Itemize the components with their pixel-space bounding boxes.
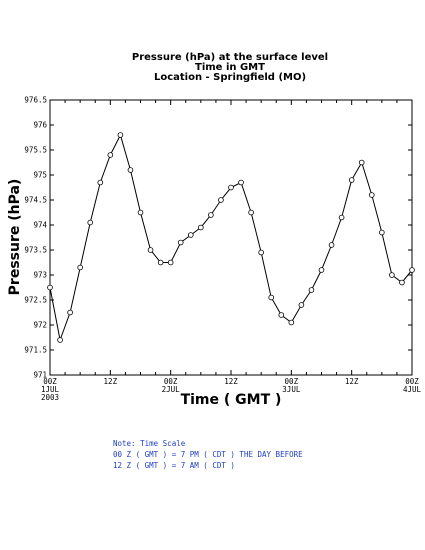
data-point [338, 214, 345, 221]
data-point [198, 224, 204, 231]
data-point [137, 209, 144, 216]
data-point [77, 264, 83, 271]
data-point [328, 242, 335, 248]
data-point [177, 239, 184, 246]
x-tick-date-label: 3JUL [282, 385, 301, 394]
data-point [117, 132, 124, 138]
data-point [228, 184, 234, 191]
chart-title-line-2: Time in GMT [195, 62, 265, 73]
data-point [268, 294, 275, 301]
data-point [379, 229, 385, 236]
x-tick-label: 00Z [285, 377, 299, 386]
data-point [389, 272, 395, 278]
x-tick-label: 12Z [224, 377, 238, 386]
data-point [167, 259, 174, 266]
x-tick-date-label: 2JUL [162, 385, 181, 394]
x-tick-label: 00Z [43, 377, 57, 386]
data-point [399, 279, 405, 286]
y-tick-label: 972.5 [24, 296, 47, 305]
data-point [67, 309, 73, 316]
data-point [57, 337, 63, 343]
time-scale-note-12z: 12 Z ( GMT ) = 7 AM ( CDT ) [113, 461, 235, 470]
time-scale-note-00z: 00 Z ( GMT ) = 7 PM ( CDT ) THE DAY BEFO… [113, 450, 303, 459]
series-line [49, 133, 413, 342]
y-tick-label: 973 [33, 271, 47, 280]
y-tick-label: 976.5 [24, 96, 47, 105]
pressure-series [47, 132, 415, 343]
time-scale-note-title: Note: Time Scale [113, 439, 186, 448]
data-point [157, 259, 164, 266]
data-point [107, 152, 114, 158]
data-point [298, 302, 305, 308]
y-tick-label: 976 [33, 121, 47, 130]
data-point [258, 249, 264, 256]
data-point [87, 219, 94, 226]
y-tick-label: 974 [33, 221, 47, 230]
x-tick-label: 12Z [345, 377, 359, 386]
data-point [218, 197, 224, 203]
data-point [288, 319, 295, 326]
x-tick-date-label: 1JUL [41, 385, 60, 394]
x-tick-year-label: 2003 [41, 393, 59, 402]
x-tick-label: 00Z [164, 377, 178, 386]
x-tick-date-label: 4JUL [403, 385, 422, 394]
x-tick-label: 00Z [405, 377, 419, 386]
y-tick-label: 974.5 [24, 196, 47, 205]
plot-frame [49, 99, 413, 376]
y-axis-label: Pressure (hPa) [7, 179, 23, 296]
chart-title-line-3: Location - Springfield (MO) [154, 72, 306, 83]
chart-title-line-1: Pressure (hPa) at the surface level [132, 52, 328, 63]
x-tick-label: 12Z [104, 377, 118, 386]
y-tick-label: 973.5 [24, 246, 47, 255]
data-point [348, 177, 355, 183]
y-tick-label: 975.5 [24, 146, 47, 155]
data-point [318, 267, 325, 273]
y-tick-label: 975 [33, 171, 47, 180]
data-point [409, 267, 415, 273]
data-point [208, 212, 214, 218]
data-point [47, 284, 53, 291]
data-point [308, 287, 315, 293]
y-tick-label: 971 [33, 371, 47, 380]
data-point [187, 232, 194, 238]
y-tick-label: 971.5 [24, 346, 47, 355]
data-point [147, 247, 154, 253]
data-point [248, 209, 254, 216]
data-point [97, 179, 104, 186]
data-point [358, 159, 365, 166]
data-point [238, 179, 244, 186]
x-axis-label: Time ( GMT ) [181, 392, 282, 408]
data-point [278, 312, 285, 318]
y-axis-ticks: 971 971.5 972 972.5 973 973.5 974 974.5 975 975.5… [24, 96, 412, 380]
data-point [127, 167, 134, 173]
data-point [368, 192, 375, 198]
y-tick-label: 972 [33, 321, 47, 330]
